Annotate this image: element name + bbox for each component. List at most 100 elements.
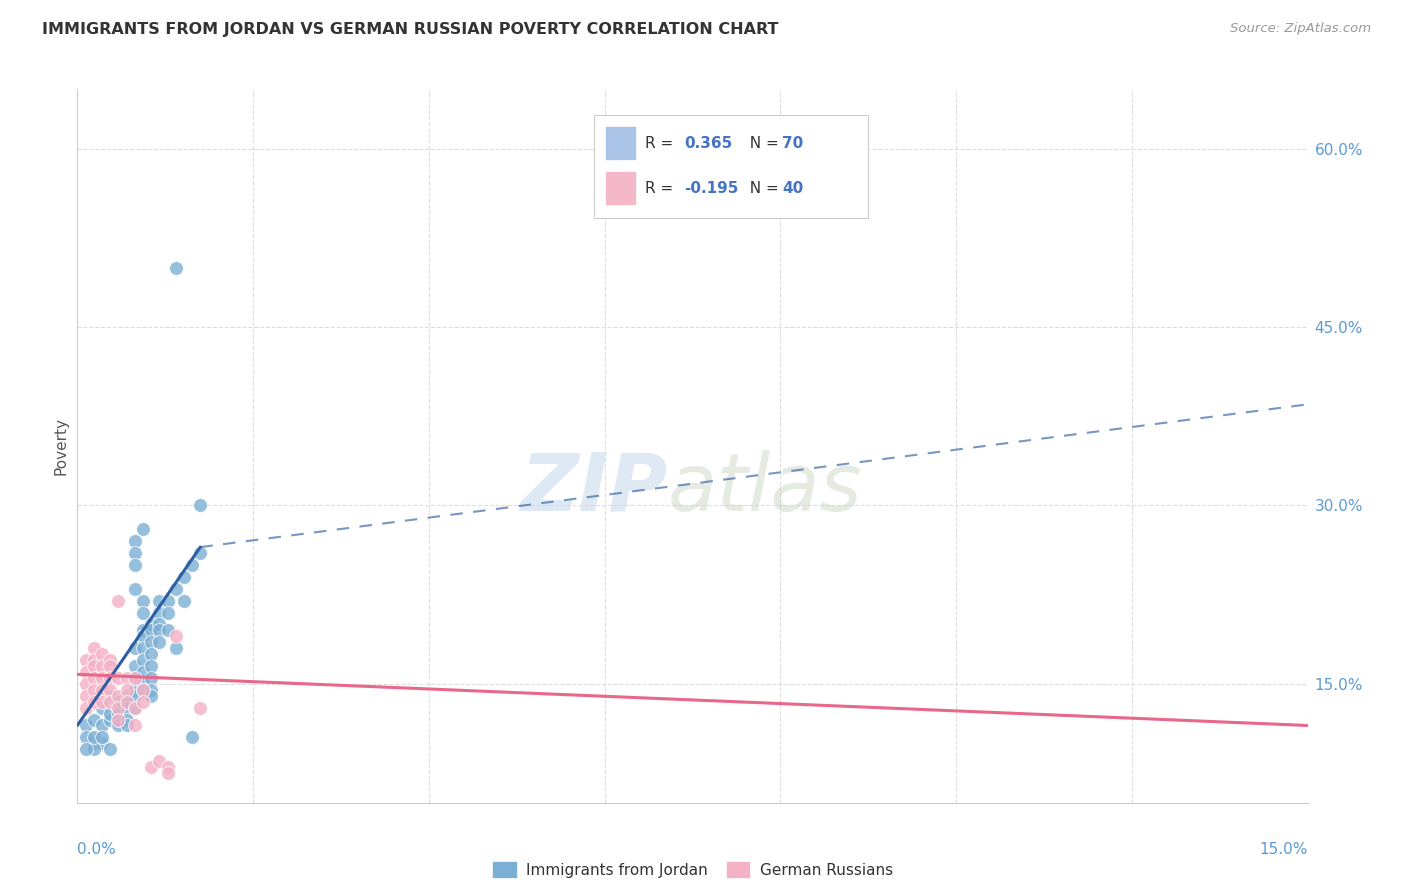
Point [132,629,155,643]
Point [141,671,163,685]
Text: N =: N = [740,181,785,196]
Point [141,617,163,632]
Point [83,682,105,697]
Point [141,635,163,649]
Point [124,582,146,596]
Point [148,624,170,638]
Point [141,760,163,774]
Point [124,682,146,697]
Point [75,689,97,703]
Point [107,718,129,732]
Point [98,653,121,667]
Point [83,671,105,685]
Point [98,659,121,673]
Point [188,700,212,714]
Point [141,624,163,638]
Point [173,593,195,607]
Point [107,695,129,709]
Point [107,713,129,727]
Point [75,718,97,732]
Text: IMMIGRANTS FROM JORDAN VS GERMAN RUSSIAN POVERTY CORRELATION CHART: IMMIGRANTS FROM JORDAN VS GERMAN RUSSIAN… [42,22,779,37]
Point [75,677,97,691]
Point [83,731,105,745]
Legend: Immigrants from Jordan, German Russians: Immigrants from Jordan, German Russians [486,855,898,885]
Point [141,659,163,673]
Text: 15.0%: 15.0% [1260,842,1308,857]
Point [188,499,212,513]
Point [90,682,114,697]
Point [115,695,138,709]
Point [115,695,138,709]
Point [124,689,146,703]
Point [181,558,204,572]
Point [90,731,114,745]
Point [75,653,97,667]
Text: atlas: atlas [668,450,863,528]
Point [98,713,121,727]
Point [107,593,129,607]
Text: 70: 70 [782,136,804,151]
Point [173,570,195,584]
Point [124,700,146,714]
Point [98,671,121,685]
Point [115,682,138,697]
Point [115,689,138,703]
Point [132,682,155,697]
Point [90,695,114,709]
Point [124,671,146,685]
Point [148,635,170,649]
Point [165,629,187,643]
Point [156,766,179,780]
Text: ZIP: ZIP [520,450,668,528]
Point [132,682,155,697]
Point [165,260,187,275]
Point [141,647,163,661]
Point [107,689,129,703]
Point [124,700,146,714]
Text: 0.0%: 0.0% [77,842,117,857]
Text: 40: 40 [782,181,804,196]
Point [83,641,105,656]
Point [156,606,179,620]
Point [132,665,155,679]
Point [83,659,105,673]
Point [148,593,170,607]
Point [132,593,155,607]
Point [156,593,179,607]
Point [124,718,146,732]
Point [90,647,114,661]
Point [124,546,146,560]
Point [132,641,155,656]
Point [107,671,129,685]
Point [124,534,146,549]
Point [83,736,105,750]
Point [98,706,121,721]
Point [124,558,146,572]
Text: N =: N = [740,136,785,151]
Point [181,731,204,745]
Point [98,695,121,709]
Point [115,713,138,727]
Point [156,760,179,774]
Text: R =: R = [645,181,678,196]
Point [132,522,155,536]
Point [132,606,155,620]
Point [107,706,129,721]
Point [98,689,121,703]
Point [141,682,163,697]
Point [141,689,163,703]
Point [124,641,146,656]
Point [98,742,121,756]
Point [90,700,114,714]
Point [188,546,212,560]
Text: -0.195: -0.195 [685,181,738,196]
Point [98,682,121,697]
Point [115,700,138,714]
Point [148,617,170,632]
Point [90,736,114,750]
Text: R =: R = [645,136,678,151]
Point [83,713,105,727]
Point [132,624,155,638]
Point [124,659,146,673]
Point [75,665,97,679]
